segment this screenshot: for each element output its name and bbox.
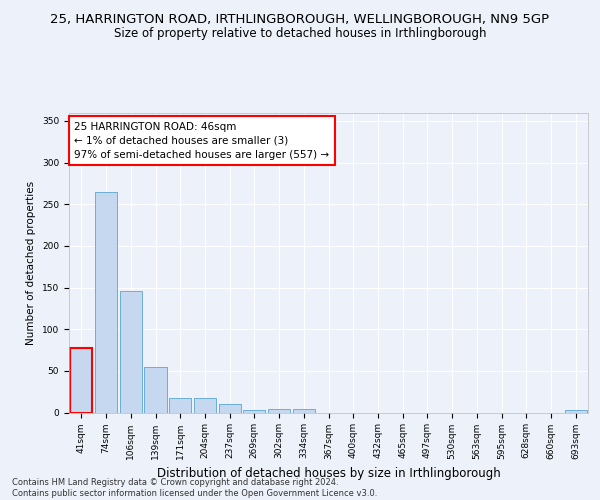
Bar [95, 192, 117, 412]
Text: Size of property relative to detached houses in Irthlingborough: Size of property relative to detached ho… [114, 28, 486, 40]
Bar [70, 348, 92, 412]
Text: 25 HARRINGTON ROAD: 46sqm
← 1% of detached houses are smaller (3)
97% of semi-de: 25 HARRINGTON ROAD: 46sqm ← 1% of detach… [74, 122, 329, 160]
Text: Contains HM Land Registry data © Crown copyright and database right 2024.
Contai: Contains HM Land Registry data © Crown c… [12, 478, 377, 498]
Bar [145, 366, 167, 412]
Bar [293, 409, 315, 412]
Bar [119, 291, 142, 412]
Bar [169, 398, 191, 412]
Text: 25, HARRINGTON ROAD, IRTHLINGBOROUGH, WELLINGBOROUGH, NN9 5GP: 25, HARRINGTON ROAD, IRTHLINGBOROUGH, WE… [50, 12, 550, 26]
Bar [218, 404, 241, 412]
Bar [268, 409, 290, 412]
Bar [194, 398, 216, 412]
Bar [565, 410, 587, 412]
Y-axis label: Number of detached properties: Number of detached properties [26, 180, 37, 344]
X-axis label: Distribution of detached houses by size in Irthlingborough: Distribution of detached houses by size … [157, 467, 500, 480]
Bar [243, 410, 265, 412]
